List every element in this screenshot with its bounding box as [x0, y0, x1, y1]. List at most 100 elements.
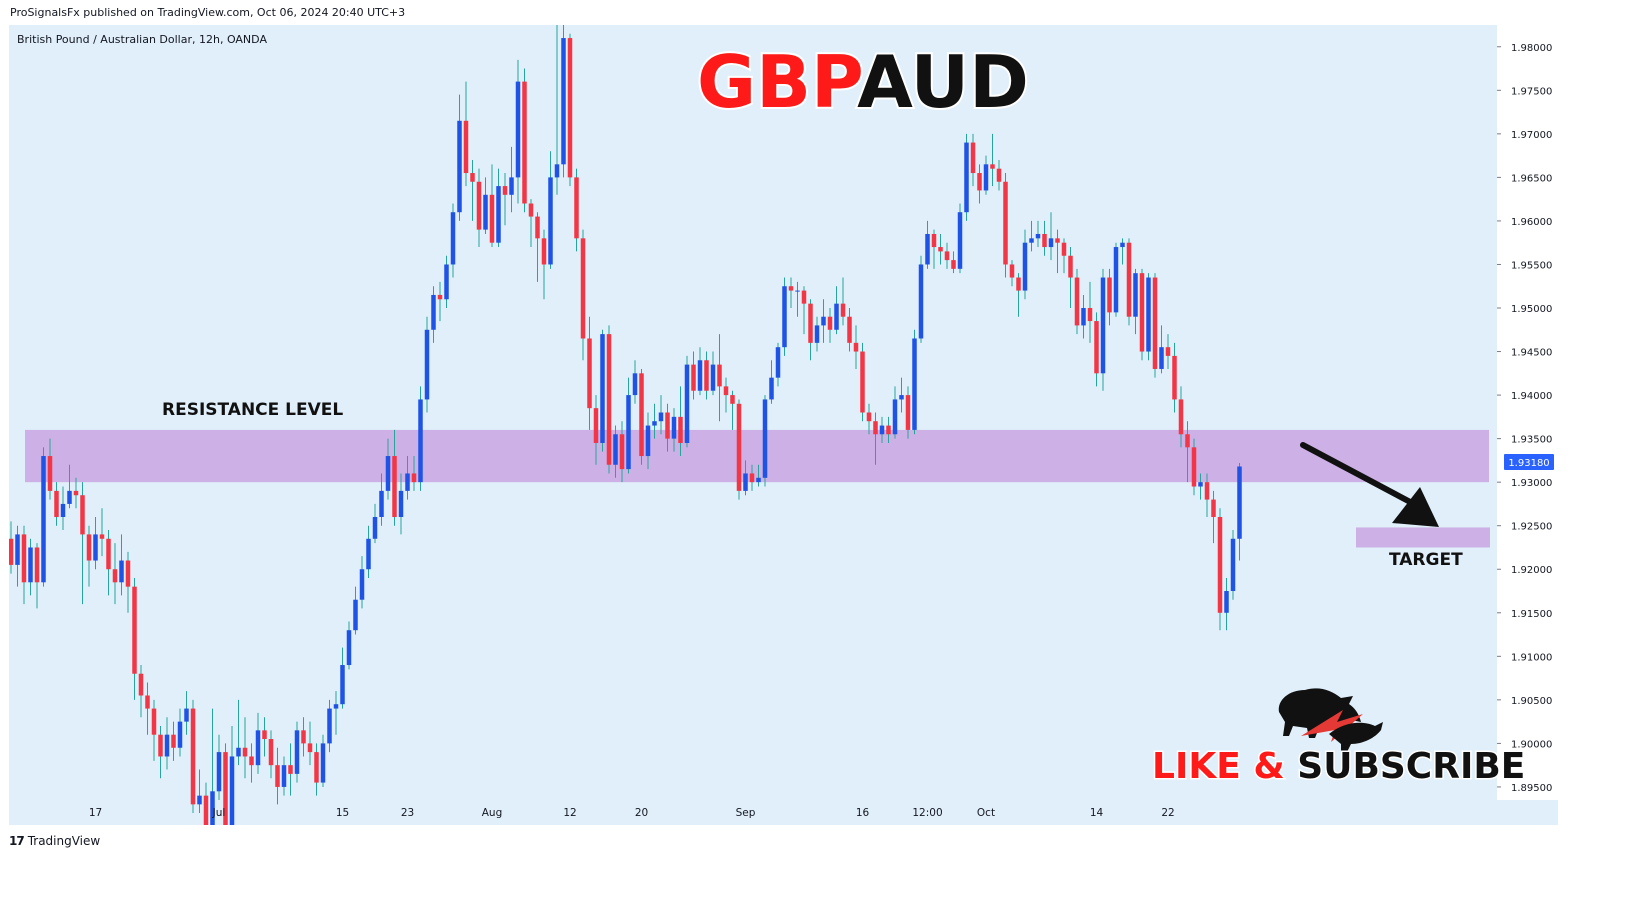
candle[interactable] — [801, 286, 807, 335]
candle[interactable] — [1022, 229, 1028, 300]
candle[interactable] — [619, 421, 625, 483]
candle[interactable] — [216, 734, 222, 800]
candle[interactable] — [294, 721, 300, 783]
candle[interactable] — [782, 277, 787, 356]
candle[interactable] — [996, 159, 1002, 191]
candle[interactable] — [249, 743, 254, 783]
candle[interactable] — [684, 355, 690, 448]
candle[interactable] — [1126, 238, 1132, 326]
candle[interactable] — [496, 168, 501, 248]
candle[interactable] — [60, 486, 66, 531]
candle[interactable] — [1159, 325, 1164, 374]
candle[interactable] — [821, 299, 826, 343]
candle[interactable] — [587, 316, 592, 430]
candle[interactable] — [1120, 238, 1125, 265]
candle[interactable] — [353, 586, 358, 635]
candle[interactable] — [197, 769, 202, 814]
candle[interactable] — [15, 525, 20, 587]
candle[interactable] — [912, 329, 917, 435]
candle[interactable] — [1009, 260, 1015, 287]
candlestick-chart[interactable]: 1.98000 1.97500 1.97000 1.96500 1.96000 1.955… — [9, 25, 1558, 825]
candle[interactable] — [600, 329, 605, 452]
candle[interactable] — [613, 425, 618, 478]
candle[interactable] — [138, 665, 144, 718]
candle[interactable] — [561, 25, 566, 178]
candle[interactable] — [463, 81, 469, 187]
candle[interactable] — [860, 342, 865, 422]
candle[interactable] — [164, 717, 170, 770]
candle[interactable] — [938, 233, 943, 265]
candle[interactable] — [645, 412, 651, 470]
candle[interactable] — [1016, 273, 1021, 317]
candle[interactable] — [1237, 463, 1242, 561]
candle[interactable] — [268, 730, 274, 779]
candle[interactable] — [372, 503, 378, 544]
candle[interactable] — [626, 377, 631, 474]
candle[interactable] — [1087, 281, 1093, 343]
candle[interactable] — [814, 316, 820, 352]
candle[interactable] — [255, 712, 261, 774]
candle[interactable] — [522, 68, 527, 213]
candle[interactable] — [379, 473, 384, 526]
candle[interactable] — [184, 691, 189, 735]
candle[interactable] — [177, 708, 183, 757]
candle[interactable] — [964, 133, 969, 221]
candle[interactable] — [723, 377, 729, 413]
candle[interactable] — [853, 325, 859, 369]
candle[interactable] — [1152, 273, 1158, 378]
candle[interactable] — [398, 473, 404, 535]
candle[interactable] — [678, 386, 683, 457]
candle[interactable] — [970, 133, 976, 187]
candle[interactable] — [1217, 508, 1223, 631]
candle[interactable] — [418, 386, 423, 491]
candle[interactable] — [457, 94, 462, 221]
candle[interactable] — [1003, 173, 1008, 278]
candle[interactable] — [990, 133, 995, 187]
candle[interactable] — [1198, 473, 1203, 500]
candle[interactable] — [1042, 220, 1047, 256]
candle[interactable] — [925, 220, 930, 269]
candle[interactable] — [21, 525, 27, 605]
candle[interactable] — [320, 734, 326, 787]
candle[interactable] — [769, 360, 774, 404]
candle[interactable] — [411, 456, 417, 491]
candle[interactable] — [957, 203, 963, 274]
candle[interactable] — [697, 347, 703, 396]
candle[interactable] — [736, 399, 742, 500]
candle[interactable] — [704, 351, 709, 400]
candle[interactable] — [840, 277, 846, 326]
candle[interactable] — [73, 477, 79, 509]
candle[interactable] — [528, 199, 534, 248]
candle[interactable] — [1068, 247, 1073, 309]
candle[interactable] — [405, 456, 410, 500]
candle[interactable] — [119, 534, 124, 596]
footer-brand[interactable]: TradingView — [27, 834, 101, 848]
candle[interactable] — [1133, 268, 1138, 335]
candle[interactable] — [1211, 490, 1216, 544]
candle[interactable] — [1172, 342, 1177, 413]
candle[interactable] — [1100, 268, 1106, 391]
candle[interactable] — [229, 725, 235, 825]
candle[interactable] — [470, 159, 475, 221]
candle[interactable] — [444, 255, 449, 309]
candle[interactable] — [873, 412, 878, 465]
candle[interactable] — [944, 242, 950, 269]
candle[interactable] — [717, 334, 722, 422]
candle[interactable] — [28, 538, 33, 596]
candle[interactable] — [983, 155, 989, 195]
candle[interactable] — [905, 386, 911, 439]
candle[interactable] — [931, 229, 937, 269]
candle[interactable] — [190, 699, 196, 814]
candle[interactable] — [54, 482, 59, 526]
candle[interactable] — [567, 33, 573, 187]
candle[interactable] — [1204, 473, 1210, 517]
candle[interactable] — [132, 577, 137, 700]
candle[interactable] — [756, 464, 761, 487]
candle[interactable] — [535, 212, 540, 282]
candle[interactable] — [541, 229, 547, 300]
candle[interactable] — [691, 351, 696, 400]
candle[interactable] — [41, 447, 46, 587]
candle[interactable] — [827, 308, 833, 343]
candle[interactable] — [223, 743, 228, 825]
candle[interactable] — [665, 403, 670, 452]
